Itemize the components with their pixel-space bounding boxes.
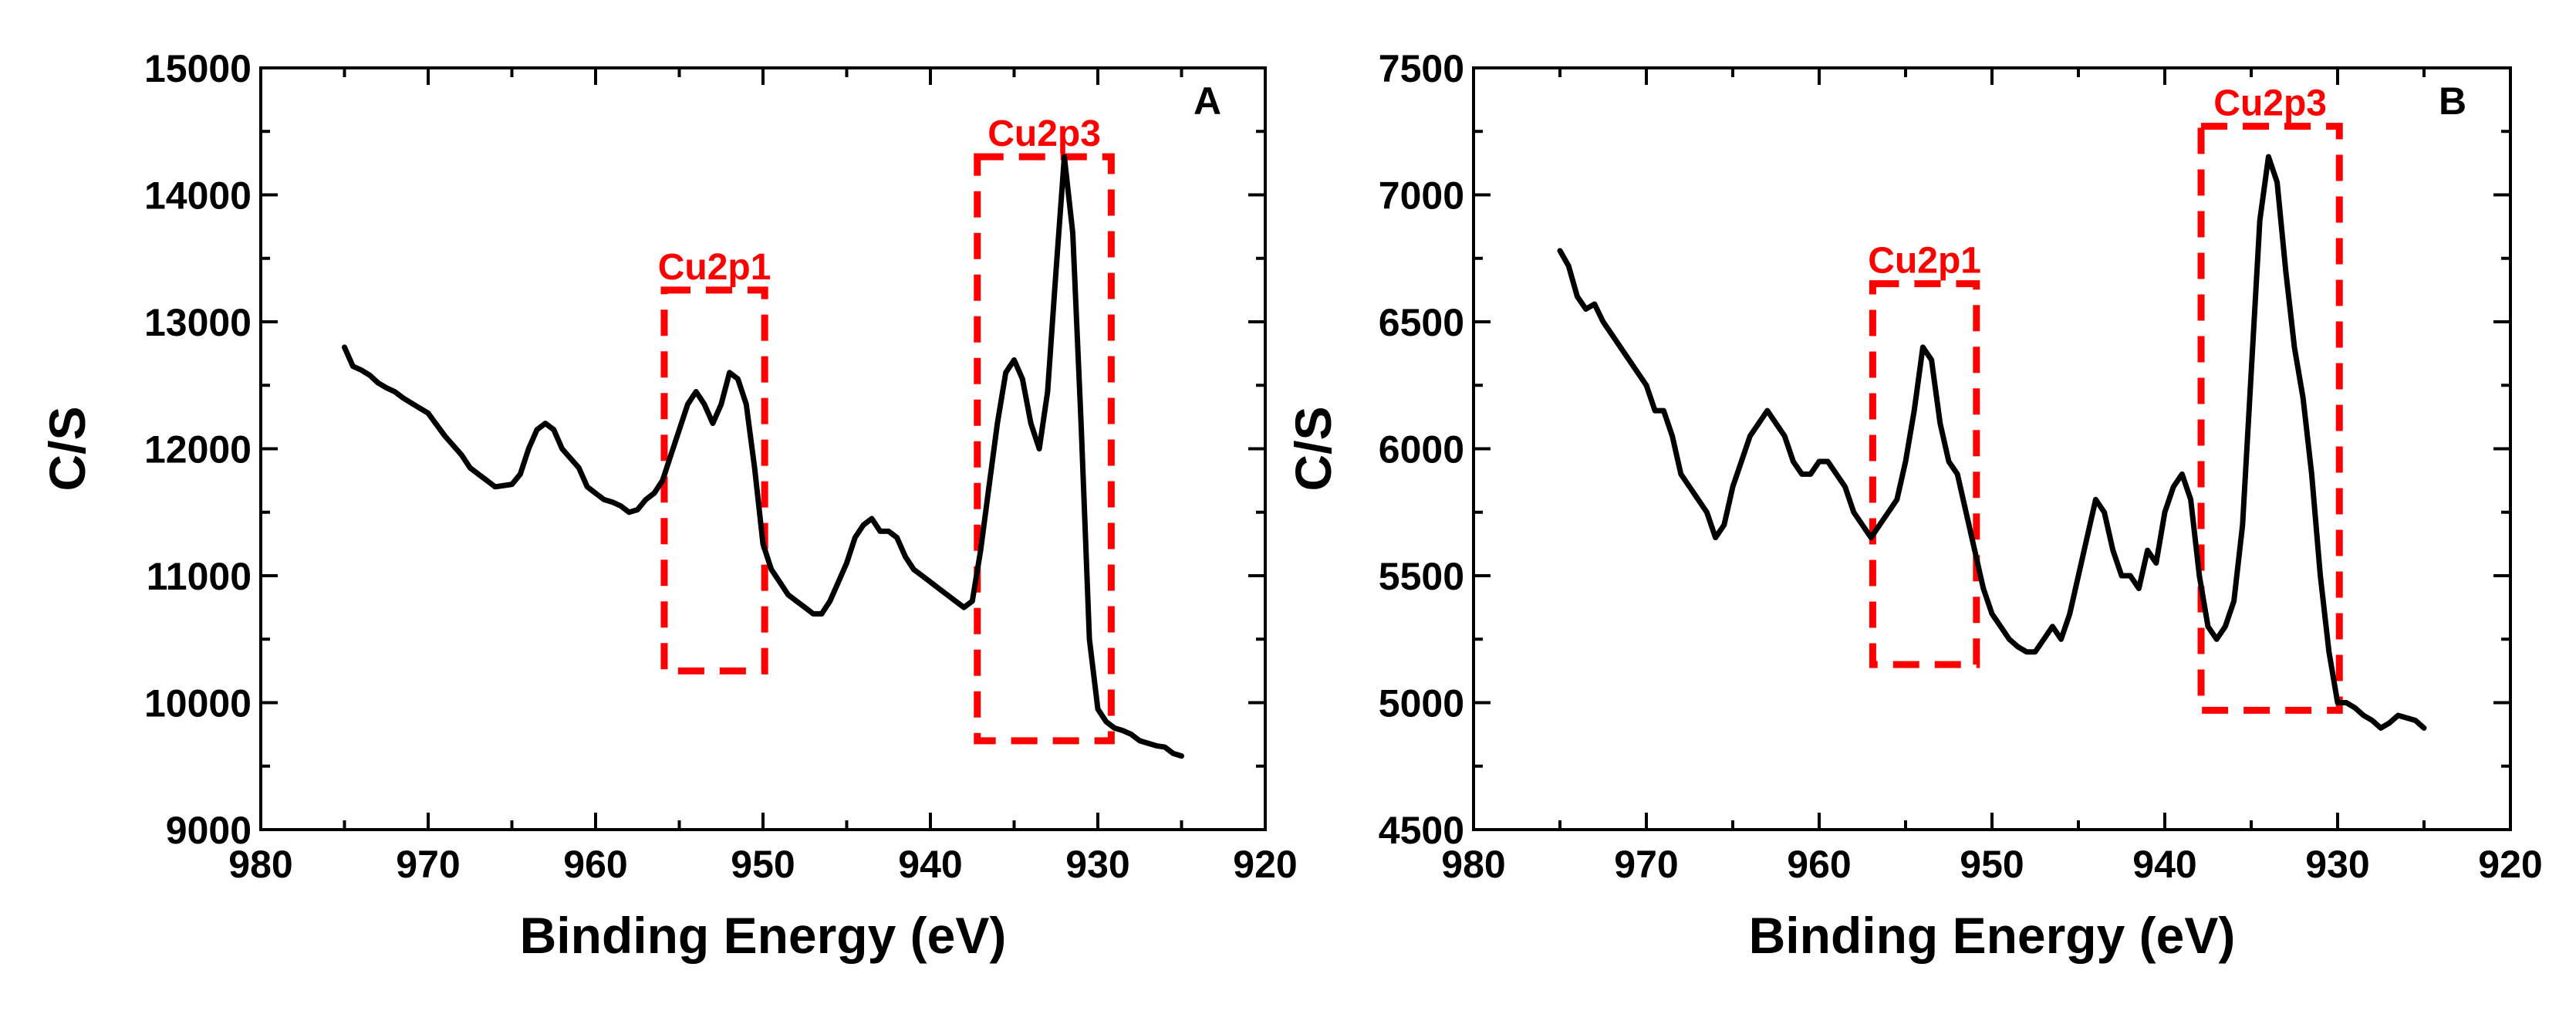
x-tick-label: 970 xyxy=(396,843,460,886)
peak-region-label: Cu2p3 xyxy=(988,113,1101,154)
peak-region-label: Cu2p1 xyxy=(658,247,771,288)
panel-a: 980 970 960 950 940 930 920 9000 10000 11000 12000… xyxy=(39,47,1298,964)
x-axis-title: Binding Energy (eV) xyxy=(1749,907,2236,964)
x-tick-label: 940 xyxy=(898,843,962,886)
y-tick-label: 5500 xyxy=(1379,555,1464,598)
x-tick-label: 980 xyxy=(228,843,292,886)
x-tick-label: 920 xyxy=(1233,843,1297,886)
y-tick-label: 6500 xyxy=(1379,301,1464,344)
x-tick-label: 930 xyxy=(2305,843,2369,886)
x-tick-label: 930 xyxy=(1065,843,1129,886)
y-axis-title: C/S xyxy=(1285,406,1342,491)
peak-region-box xyxy=(660,286,768,674)
x-tick-label: 970 xyxy=(1614,843,1678,886)
x-tick-label: 920 xyxy=(2478,843,2542,886)
peak-region-box xyxy=(2197,123,2343,714)
y-tick-label: 12000 xyxy=(144,428,252,472)
peak-region-label: Cu2p1 xyxy=(1868,241,1981,282)
x-tick-label: 980 xyxy=(1441,843,1505,886)
peak-region-label: Cu2p3 xyxy=(2213,83,2327,124)
y-tick-label: 7500 xyxy=(1379,47,1464,90)
x-tick-label: 950 xyxy=(1960,843,2024,886)
y-tick-label: 15000 xyxy=(144,47,252,90)
y-tick-label: 10000 xyxy=(144,682,252,725)
y-tick-label: 5000 xyxy=(1379,682,1464,725)
y-tick-label: 6000 xyxy=(1379,428,1464,472)
x-tick-label: 950 xyxy=(731,843,795,886)
spectrum-line xyxy=(1557,154,2427,731)
y-axis-title: C/S xyxy=(39,406,96,491)
peak-region-box xyxy=(974,153,1115,745)
y-tick-label: 11000 xyxy=(147,555,252,598)
panel-letter: B xyxy=(2439,79,2466,123)
panel-b: 980 970 960 950 940 930 920 4500 5000 5500 6000 650… xyxy=(1285,47,2543,964)
x-tick-label: 960 xyxy=(1787,843,1851,886)
panel-letter: A xyxy=(1193,79,1221,123)
plot-frame xyxy=(1472,66,2512,831)
spectrum-line xyxy=(342,154,1184,759)
y-tick-label: 9000 xyxy=(166,809,252,852)
x-tick-label: 940 xyxy=(2132,843,2196,886)
y-tick-label: 14000 xyxy=(144,174,252,218)
peak-region-box xyxy=(1869,280,1980,668)
y-tick-label: 13000 xyxy=(144,301,252,344)
y-tick-label: 4500 xyxy=(1379,809,1464,852)
x-axis-title: Binding Energy (eV) xyxy=(520,907,1007,964)
y-tick-label: 7000 xyxy=(1379,174,1464,218)
x-tick-label: 960 xyxy=(563,843,627,886)
